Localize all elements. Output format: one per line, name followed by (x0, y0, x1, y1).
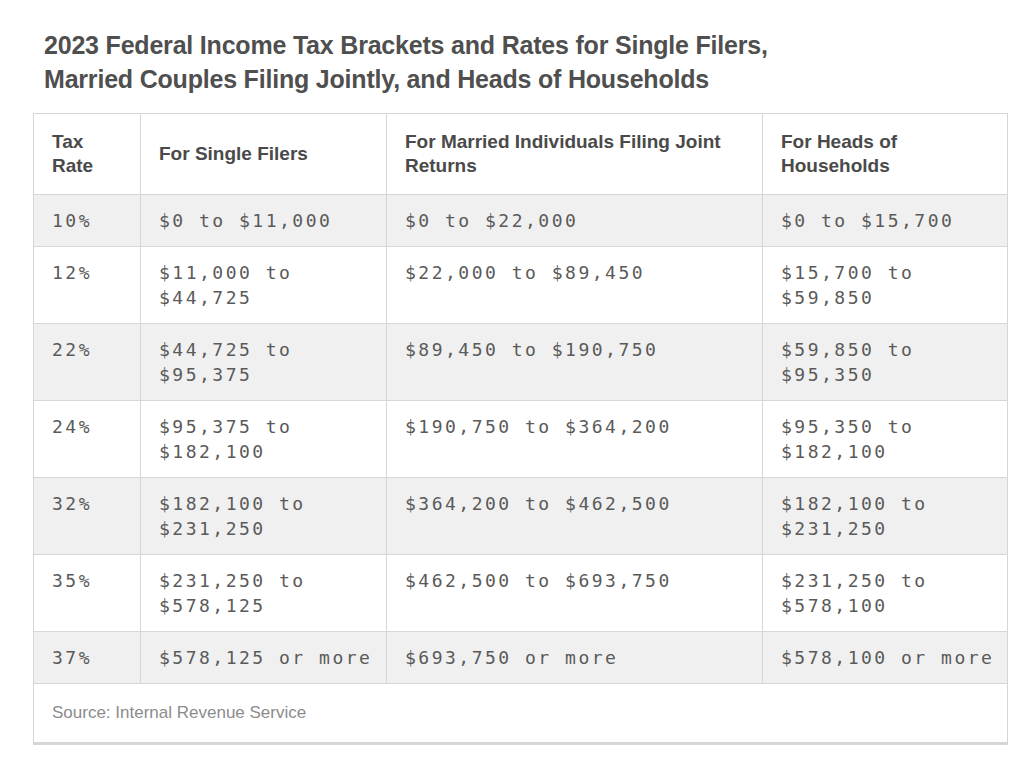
married-joint-cell: $22,000 to $89,450 (387, 247, 763, 324)
single-filers-cell: $44,725 to $95,375 (141, 324, 387, 401)
page: 2023 Federal Income Tax Brackets and Rat… (0, 0, 1024, 758)
heads-households-cell: $15,700 to $59,850 (763, 247, 1008, 324)
tax-brackets-table: Tax Rate For Single Filers For Married I… (33, 113, 1008, 745)
married-joint-cell: $364,200 to $462,500 (387, 478, 763, 555)
married-joint-cell: $462,500 to $693,750 (387, 555, 763, 632)
rate-cell: 32% (34, 478, 141, 555)
rate-cell: 24% (34, 401, 141, 478)
page-title-line-2: Married Couples Filing Jointly, and Head… (44, 62, 1004, 96)
married-joint-cell: $693,750 or more (387, 632, 763, 684)
source-row: Source: Internal Revenue Service (34, 684, 1008, 744)
rate-cell: 35% (34, 555, 141, 632)
column-header-single-filers: For Single Filers (141, 114, 387, 195)
heads-households-cell: $59,850 to $95,350 (763, 324, 1008, 401)
single-filers-cell: $231,250 to $578,125 (141, 555, 387, 632)
table-row-37pct: 37% $578,125 or more $693,750 or more $5… (34, 632, 1008, 684)
column-header-married-joint: For Married Individuals Filing Joint Ret… (387, 114, 763, 195)
single-filers-cell: $578,125 or more (141, 632, 387, 684)
page-title-line-1: 2023 Federal Income Tax Brackets and Rat… (44, 28, 1004, 62)
single-filers-cell: $182,100 to $231,250 (141, 478, 387, 555)
column-header-heads-of-households: For Heads of Households (763, 114, 1008, 195)
heads-households-cell: $182,100 to $231,250 (763, 478, 1008, 555)
rate-cell: 10% (34, 195, 141, 247)
page-title: 2023 Federal Income Tax Brackets and Rat… (44, 28, 1004, 96)
table-row-12pct: 12% $11,000 to $44,725 $22,000 to $89,45… (34, 247, 1008, 324)
married-joint-cell: $89,450 to $190,750 (387, 324, 763, 401)
married-joint-cell: $190,750 to $364,200 (387, 401, 763, 478)
table-row-32pct: 32% $182,100 to $231,250 $364,200 to $46… (34, 478, 1008, 555)
table-row-35pct: 35% $231,250 to $578,125 $462,500 to $69… (34, 555, 1008, 632)
header-row: Tax Rate For Single Filers For Married I… (34, 114, 1008, 195)
rate-cell: 22% (34, 324, 141, 401)
heads-households-cell: $0 to $15,700 (763, 195, 1008, 247)
heads-households-cell: $231,250 to $578,100 (763, 555, 1008, 632)
table-row-22pct: 22% $44,725 to $95,375 $89,450 to $190,7… (34, 324, 1008, 401)
table-row-24pct: 24% $95,375 to $182,100 $190,750 to $364… (34, 401, 1008, 478)
heads-households-cell: $578,100 or more (763, 632, 1008, 684)
table-row-10pct: 10% $0 to $11,000 $0 to $22,000 $0 to $1… (34, 195, 1008, 247)
single-filers-cell: $0 to $11,000 (141, 195, 387, 247)
rate-cell: 37% (34, 632, 141, 684)
column-header-tax-rate: Tax Rate (34, 114, 141, 195)
single-filers-cell: $95,375 to $182,100 (141, 401, 387, 478)
source-note: Source: Internal Revenue Service (34, 684, 1008, 744)
single-filers-cell: $11,000 to $44,725 (141, 247, 387, 324)
heads-households-cell: $95,350 to $182,100 (763, 401, 1008, 478)
rate-cell: 12% (34, 247, 141, 324)
married-joint-cell: $0 to $22,000 (387, 195, 763, 247)
